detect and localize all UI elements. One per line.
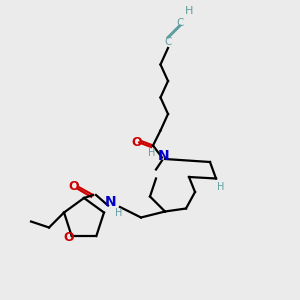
Text: O: O xyxy=(63,231,74,244)
Text: O: O xyxy=(131,136,142,149)
Text: H: H xyxy=(148,148,155,158)
Text: O: O xyxy=(68,179,79,193)
Text: N: N xyxy=(105,196,117,209)
Text: H: H xyxy=(115,208,122,218)
Text: H: H xyxy=(217,182,224,193)
Text: C: C xyxy=(164,37,172,47)
Text: C: C xyxy=(176,17,184,28)
Text: N: N xyxy=(158,149,169,163)
Text: H: H xyxy=(185,5,193,16)
